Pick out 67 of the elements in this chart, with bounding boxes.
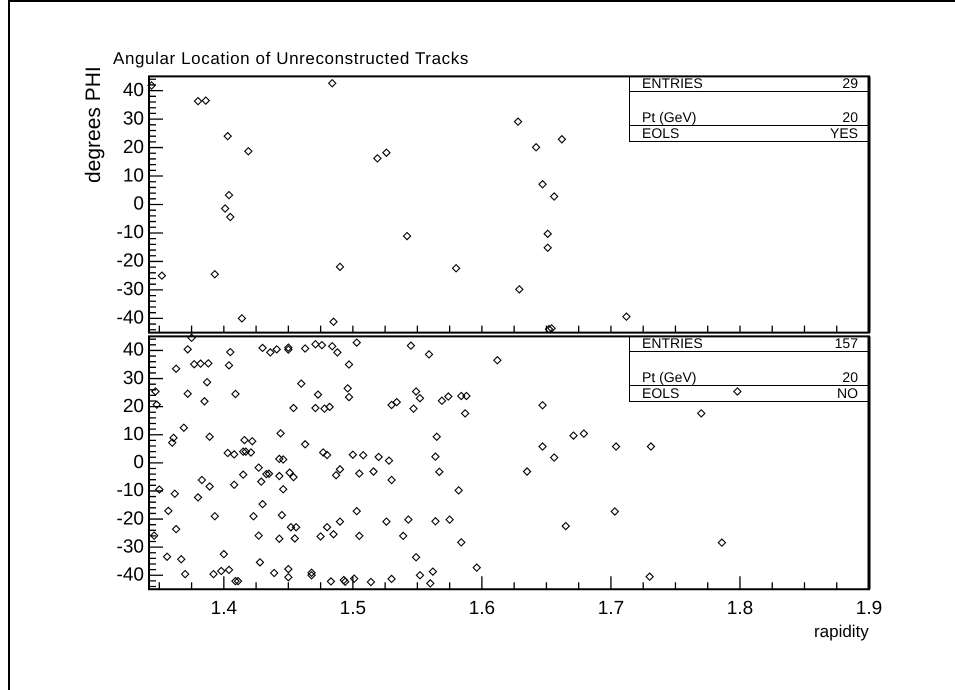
x-tick-label: 1.5 <box>340 598 366 619</box>
x-tick-label: 1.7 <box>598 598 624 619</box>
y-tick-label: 30 <box>122 108 144 130</box>
chart-title: Angular Location of Unreconstructed Tracks <box>113 49 469 70</box>
annotation: ENTRIES <box>642 335 703 352</box>
point <box>382 148 391 157</box>
y-tick-label: -40 <box>116 564 144 586</box>
point <box>244 147 253 156</box>
annotation: YES <box>830 125 858 142</box>
point <box>220 204 230 213</box>
y-tick-label: 20 <box>122 136 144 158</box>
y-tick-label: 30 <box>122 368 144 389</box>
x-axis-title: rapidity <box>814 622 869 642</box>
y-tick-label: 40 <box>122 80 144 101</box>
point <box>336 262 344 271</box>
annotation: 157 <box>834 335 858 352</box>
y-tick-label: -10 <box>116 222 144 244</box>
point <box>402 232 412 240</box>
y-tick-label: -30 <box>116 279 144 300</box>
annotation: Pt (GeV) <box>642 369 696 386</box>
annotation: 20 <box>842 369 858 386</box>
y-tick-label: -20 <box>116 250 144 272</box>
y-tick-label: 0 <box>133 194 144 215</box>
point <box>194 97 202 106</box>
y-tick-label: 20 <box>122 396 144 417</box>
y-axis-title: degrees PHI <box>82 66 106 184</box>
point <box>452 264 460 272</box>
annotation: 20 <box>842 109 858 126</box>
point <box>558 135 566 144</box>
point <box>224 132 232 140</box>
point <box>329 318 338 326</box>
annotation: 29 <box>842 75 858 92</box>
y-tick-label: 40 <box>122 340 144 361</box>
x-tick-label: 1.6 <box>468 598 496 619</box>
annotation: Pt (GeV) <box>642 109 696 126</box>
point <box>550 192 558 201</box>
point <box>622 312 631 321</box>
y-tick-label: -30 <box>116 536 144 558</box>
point <box>202 96 210 105</box>
y-tick-label: -40 <box>116 308 144 329</box>
annotation: EOLS <box>642 385 680 402</box>
y-tick-label: 10 <box>122 165 144 186</box>
annotation: ENTRIES <box>642 75 703 92</box>
point <box>373 154 382 163</box>
point <box>538 180 547 188</box>
x-tick-label: 1.4 <box>210 598 238 619</box>
point <box>158 272 166 280</box>
point <box>210 270 219 278</box>
annotation: EOLS <box>642 125 680 142</box>
point <box>547 324 556 332</box>
y-tick-label: 0 <box>133 452 144 474</box>
point <box>226 212 234 222</box>
y-tick-label: 10 <box>122 424 144 445</box>
annotation: NO <box>837 385 858 402</box>
point <box>544 230 552 238</box>
point <box>515 285 524 294</box>
y-tick-label: -20 <box>116 508 144 530</box>
x-tick-label: 1.8 <box>726 598 754 619</box>
point <box>328 79 336 88</box>
point <box>147 81 156 90</box>
point <box>544 244 552 252</box>
point <box>514 118 522 126</box>
y-tick-label: -10 <box>116 480 144 502</box>
point <box>238 314 246 323</box>
point <box>224 190 234 200</box>
x-tick-label: 1.9 <box>856 598 882 619</box>
point <box>532 143 540 152</box>
